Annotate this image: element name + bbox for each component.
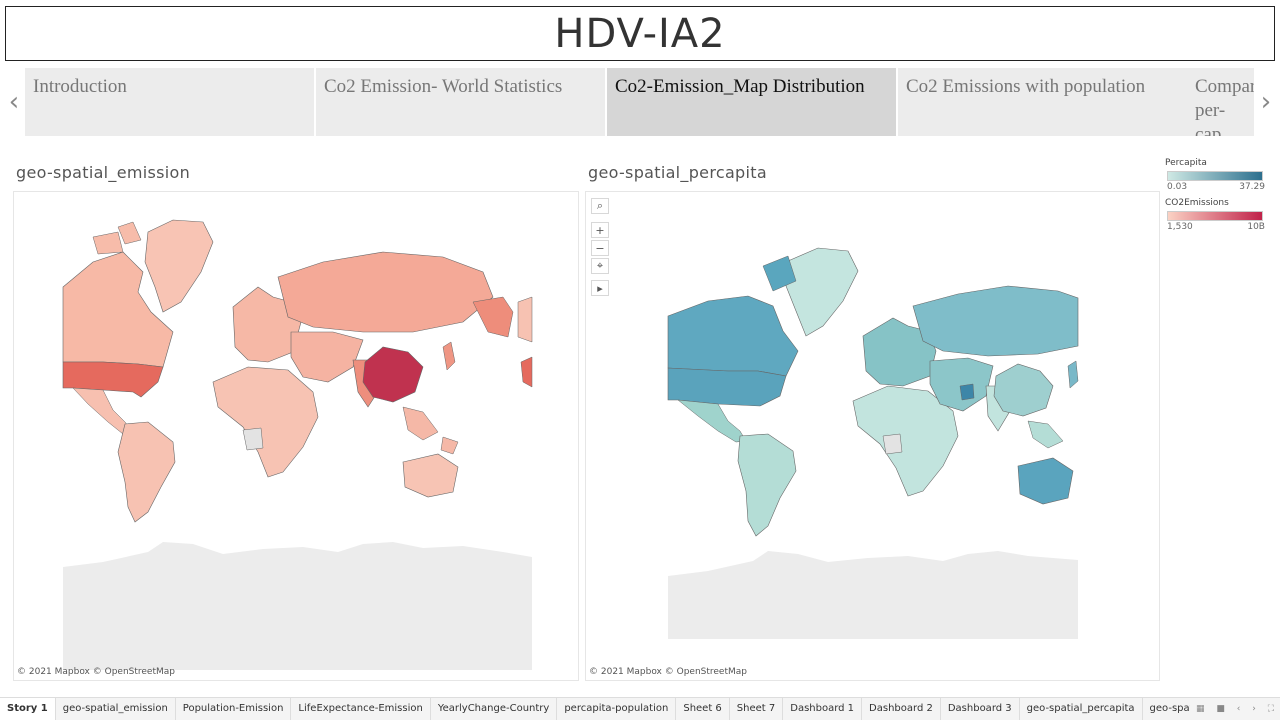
sheet-tab[interactable]: LifeExpectance-Emission <box>291 698 431 720</box>
story-point-world-statistics[interactable]: Co2 Emission- World Statistics <box>316 68 605 136</box>
story-points-strip: Introduction Co2 Emission- World Statist… <box>25 68 1254 136</box>
tab-next-icon[interactable]: › <box>1252 704 1256 714</box>
sheet-tab[interactable]: Dashboard 1 <box>783 698 863 720</box>
land-middle-east <box>290 331 364 383</box>
legend-co2-min: 1,530 <box>1167 222 1193 232</box>
chevron-left-icon[interactable]: ‹ <box>8 87 20 117</box>
land-usa <box>62 361 164 398</box>
land-australia <box>1017 457 1074 505</box>
sheet-tab[interactable]: Story 1 <box>0 698 56 720</box>
right-sheet-title: geo-spatial_percapita <box>588 163 767 182</box>
legend-co2-title: CO2Emissions <box>1165 198 1229 208</box>
land-arabian-gulf <box>959 383 975 401</box>
sheet-tab[interactable]: percapita-population <box>557 698 677 720</box>
land-africa <box>852 385 959 497</box>
land-southeast-asia <box>1027 420 1064 449</box>
land-china <box>362 346 424 403</box>
grid-view-icon[interactable]: ▦ <box>1195 704 1205 714</box>
sheet-tabs-bar: Story 1 geo-spatial_emission Population-Em… <box>0 697 1280 720</box>
land-antarctica <box>668 551 1078 639</box>
emission-map-canvas <box>62 219 533 670</box>
sheet-tab[interactable]: Dashboard 3 <box>941 698 1020 720</box>
chevron-right-icon[interactable]: › <box>1260 87 1272 117</box>
land-russia <box>277 251 494 333</box>
pan-select-icon[interactable]: ⌖ <box>591 258 609 274</box>
legend-percapita-min: 0.03 <box>1167 182 1188 192</box>
story-point-map-distribution[interactable]: Co2-Emission_Map Distribution <box>607 68 896 136</box>
left-sheet-title: geo-spatial_emission <box>16 163 191 182</box>
fullscreen-icon[interactable]: ⛶ <box>1267 704 1274 714</box>
land-usa <box>667 367 787 407</box>
land-antarctica <box>63 542 532 670</box>
sheet-tab[interactable]: Population-Emission <box>176 698 292 720</box>
land-south-america <box>117 421 176 523</box>
land-far-east <box>472 296 514 338</box>
land-australia <box>402 453 459 498</box>
story-point-label: Co2 Emission- World Statistics <box>324 76 563 97</box>
land-central-africa-nodata <box>882 433 903 455</box>
sheet-tab[interactable]: geo-spatial_emission <box>56 698 176 720</box>
land-china <box>993 363 1054 417</box>
sheet-tab[interactable]: Sheet 7 <box>730 698 784 720</box>
filmstrip-view-icon[interactable]: ■ <box>1216 704 1225 714</box>
sheet-tab[interactable]: YearlyChange-Country <box>431 698 558 720</box>
tab-prev-icon[interactable]: ‹ <box>1236 704 1241 714</box>
legend-panel: Percapita 0.03 37.29 CO2Emissions 1,530 … <box>1165 158 1270 238</box>
land-central-america <box>677 399 747 443</box>
land-africa <box>212 366 319 478</box>
land-russia <box>912 285 1079 357</box>
percapita-map-world <box>667 247 1079 639</box>
story-point-introduction[interactable]: Introduction <box>25 68 314 136</box>
emission-map-world <box>62 219 533 670</box>
land-japan <box>442 341 456 371</box>
land-middle-east <box>929 357 994 412</box>
land-alaska-edge <box>517 296 533 343</box>
percapita-map[interactable]: ⌕ + − ⌖ ▸ © 2021 Mapbox © OpenStreetMap <box>585 191 1160 681</box>
sheet-tab[interactable]: Dashboard 2 <box>862 698 941 720</box>
sheet-tab[interactable]: Sheet 6 <box>676 698 730 720</box>
story-point-label: Co2-Emission_Map Distribution <box>615 76 865 97</box>
land-greenland <box>144 219 214 313</box>
legend-co2-max: 10B <box>1247 222 1265 232</box>
expand-arrow-icon[interactable]: ▸ <box>591 280 609 296</box>
land-greenland <box>785 247 859 337</box>
legend-percapita-max: 37.29 <box>1239 182 1265 192</box>
land-south-america <box>737 433 797 537</box>
land-central-africa-nodata <box>242 427 264 451</box>
story-navigator: ‹ Introduction Co2 Emission- World Stati… <box>0 66 1280 138</box>
tab-controls: ▦ ■ ‹ › ⛶ <box>1190 698 1280 720</box>
map-toolbar: ⌕ + − ⌖ ▸ <box>591 198 611 298</box>
sheet-tab[interactable]: geo-spatial_percapita <box>1020 698 1143 720</box>
zoom-in-icon[interactable]: + <box>591 222 609 238</box>
emission-map[interactable]: © 2021 Mapbox © OpenStreetMap <box>13 191 579 681</box>
search-icon[interactable]: ⌕ <box>591 198 609 214</box>
story-point-label: Co2 Emissions with population <box>906 76 1146 97</box>
legend-co2-gradient <box>1167 211 1263 221</box>
legend-percapita-title: Percapita <box>1165 158 1207 168</box>
land-southeast-asia <box>402 406 459 455</box>
story-title: HDV-IA2 <box>554 10 726 57</box>
story-point-label: Compar per-cap <box>1195 76 1254 136</box>
story-title-box: HDV-IA2 <box>5 6 1275 61</box>
land-arctic-islands <box>762 255 797 292</box>
land-east-edge <box>520 356 533 388</box>
story-point-label: Introduction <box>33 76 127 97</box>
percapita-map-canvas <box>667 247 1079 639</box>
story-point-emissions-population[interactable]: Co2 Emissions with population <box>898 68 1187 136</box>
zoom-out-icon[interactable]: − <box>591 240 609 256</box>
land-canada <box>667 295 799 377</box>
map-attribution: © 2021 Mapbox © OpenStreetMap <box>589 667 747 677</box>
land-arctic-islands <box>92 221 142 255</box>
land-japan <box>1067 360 1079 389</box>
story-point-comparison-percapita[interactable]: Compar per-cap <box>1187 68 1254 136</box>
map-attribution: © 2021 Mapbox © OpenStreetMap <box>17 667 175 677</box>
legend-percapita-gradient <box>1167 171 1263 181</box>
